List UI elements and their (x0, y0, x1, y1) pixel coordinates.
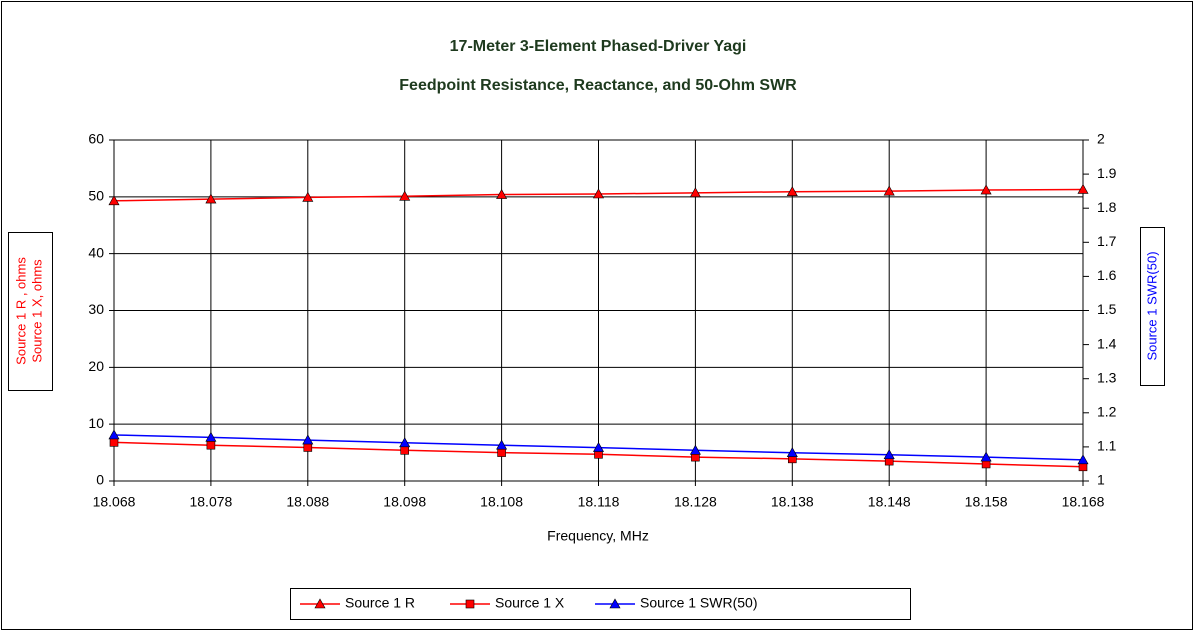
y2-tick-label: 1 (1097, 472, 1105, 488)
y-tick-label: 50 (88, 188, 104, 204)
data-point (108, 195, 120, 206)
y2-tick-label: 1.8 (1097, 199, 1117, 215)
legend-label: Source 1 SWR(50) (640, 595, 757, 611)
data-point (399, 190, 411, 201)
chart-title: 17-Meter 3-Element Phased-Driver Yagi (450, 38, 747, 55)
x-tick-label: 18.098 (383, 494, 426, 510)
data-point (592, 441, 605, 452)
y2-tick-label: 1.5 (1097, 301, 1117, 317)
data-point (786, 447, 798, 457)
y-tick-label: 10 (88, 415, 104, 431)
y2-label-box (1140, 227, 1165, 386)
data-point (980, 451, 992, 462)
data-point (1077, 183, 1089, 194)
legend-marker (314, 598, 326, 609)
x-tick-label: 18.148 (868, 494, 911, 510)
data-point (399, 437, 411, 448)
data-point (109, 438, 119, 447)
x-tick-label: 18.158 (965, 494, 1008, 510)
y-axis-label: Source 1 R , ohms (13, 257, 28, 365)
x-tick-label: 18.168 (1062, 494, 1105, 510)
y2-tick-label: 1.2 (1097, 404, 1117, 420)
x-tick-label: 18.128 (674, 494, 717, 510)
x-tick-label: 18.088 (286, 494, 329, 510)
data-point (302, 191, 314, 202)
y-tick-label: 20 (88, 358, 104, 374)
data-point (496, 188, 508, 199)
legend-label: Source 1 R (345, 595, 415, 611)
y-axis-label: Source 1 X, ohms (29, 259, 44, 363)
chart-subtitle: Feedpoint Resistance, Reactance, and 50-… (399, 77, 797, 94)
legend-marker (609, 598, 621, 609)
y2-tick-label: 1.4 (1097, 335, 1117, 351)
y2-tick-label: 1.1 (1097, 438, 1117, 454)
y2-tick-label: 1.3 (1097, 369, 1117, 385)
data-point (786, 186, 798, 197)
x-axis-label: Frequency, MHz (547, 528, 649, 544)
data-point (689, 187, 701, 198)
y-tick-label: 40 (88, 244, 104, 260)
data-point (206, 440, 216, 450)
data-point (205, 193, 217, 204)
data-point (592, 188, 605, 199)
data-point (302, 434, 314, 445)
y-tick-label: 30 (88, 301, 104, 317)
y-tick-label: 60 (88, 131, 104, 147)
x-tick-label: 18.108 (480, 494, 523, 510)
data-point (883, 449, 895, 460)
data-point (496, 439, 508, 450)
data-point (689, 444, 701, 455)
y2-tick-label: 2 (1097, 131, 1105, 147)
y2-tick-label: 1.9 (1097, 165, 1117, 181)
data-point (497, 448, 506, 457)
y2-tick-label: 1.7 (1097, 233, 1117, 249)
legend-marker (465, 599, 475, 609)
y2-tick-label: 1.6 (1097, 267, 1117, 283)
data-point (205, 431, 217, 442)
data-point (883, 185, 895, 196)
x-tick-label: 18.078 (189, 494, 232, 510)
y-label-box (8, 232, 53, 391)
data-point (108, 429, 120, 440)
x-tick-label: 18.118 (578, 494, 620, 510)
y2-axis-label: Source 1 SWR(50) (1144, 251, 1159, 360)
data-point (980, 184, 992, 195)
x-tick-label: 18.138 (771, 494, 814, 510)
data-point (1077, 454, 1089, 465)
data-point (400, 446, 410, 455)
y-tick-label: 0 (96, 472, 104, 488)
data-point (303, 443, 313, 452)
x-tick-label: 18.068 (93, 494, 136, 510)
legend-label: Source 1 X (495, 595, 565, 611)
